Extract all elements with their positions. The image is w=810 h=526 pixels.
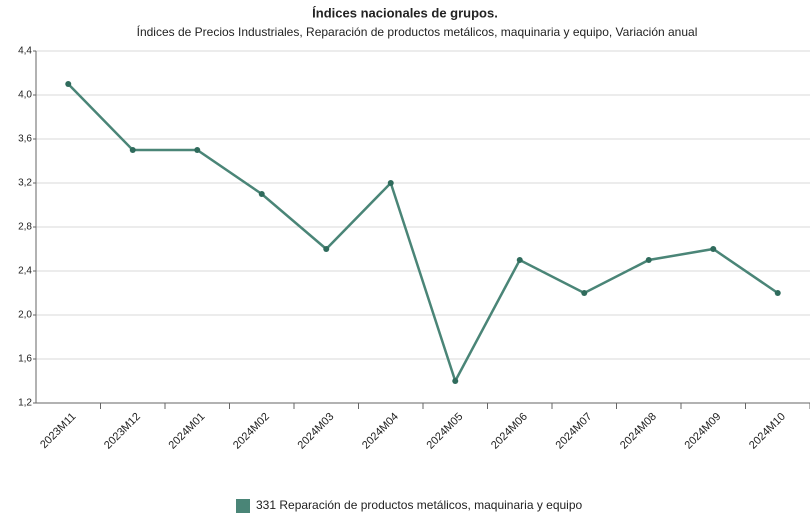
x-tick-label: 2024M04: [360, 411, 401, 452]
x-tick-label: 2024M07: [554, 411, 595, 452]
x-tick-label: 2024M03: [296, 411, 337, 452]
point: [645, 257, 652, 263]
point: [129, 147, 136, 153]
y-tick-label: 1,2: [18, 398, 32, 409]
legend-swatch: [236, 499, 250, 513]
point: [581, 290, 588, 296]
x-tick-label: 2023M12: [102, 411, 143, 452]
point: [774, 290, 781, 296]
y-tick-label: 4,0: [18, 90, 32, 101]
chart-subtitle: Índices de Precios Industriales, Reparac…: [137, 24, 698, 39]
point: [194, 147, 201, 153]
point: [710, 246, 717, 252]
chart-title: Índices nacionales de grupos.: [312, 5, 498, 20]
point: [258, 191, 265, 197]
legend-label: 331 Reparación de productos metálicos, m…: [256, 498, 583, 512]
point: [387, 180, 394, 186]
x-tick-label: 2024M05: [425, 411, 466, 452]
x-tick-label: 2024M10: [747, 411, 788, 452]
y-tick-label: 4,4: [18, 46, 32, 57]
y-tick-label: 2,0: [18, 310, 32, 321]
x-tick-label: 2024M02: [231, 411, 272, 452]
y-tick-label: 1,6: [18, 354, 32, 365]
line: [67, 83, 779, 385]
y-tick-label: 2,8: [18, 222, 32, 233]
point: [65, 81, 72, 87]
x-tick-label: 2023M11: [38, 411, 78, 451]
y-tick-label: 3,6: [18, 134, 32, 145]
point: [516, 257, 523, 263]
point: [323, 246, 330, 252]
x-tick-label: 2024M06: [489, 411, 530, 452]
y-tick-label: 3,2: [18, 178, 32, 189]
x-tick-label: 2024M09: [683, 411, 724, 452]
x-tick-label: 2024M08: [618, 411, 659, 452]
point: [452, 378, 459, 384]
x-tick-label: 2024M01: [167, 411, 208, 452]
y-tick-label: 2,4: [18, 266, 32, 277]
